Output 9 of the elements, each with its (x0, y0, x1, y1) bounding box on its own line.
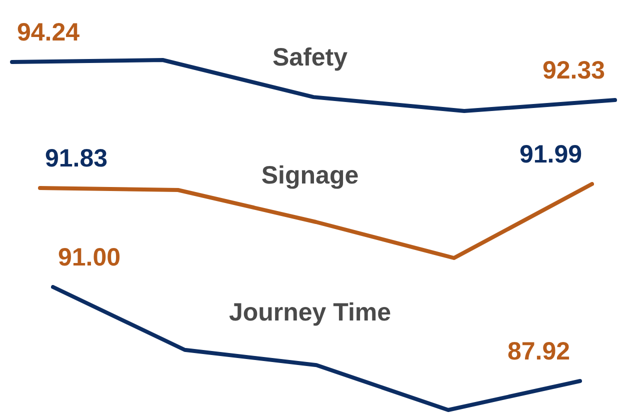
data-label: 94.24 (17, 18, 80, 46)
chart-title: Signage (261, 162, 359, 190)
data-label: 91.83 (45, 144, 108, 172)
data-label: 91.00 (58, 244, 121, 272)
data-label: 87.92 (507, 338, 570, 366)
chart-title: Safety (272, 44, 348, 72)
text: Journey Time (228, 298, 392, 326)
data-label: 92.33 (542, 56, 605, 85)
data-label: 91.99 (519, 140, 582, 168)
